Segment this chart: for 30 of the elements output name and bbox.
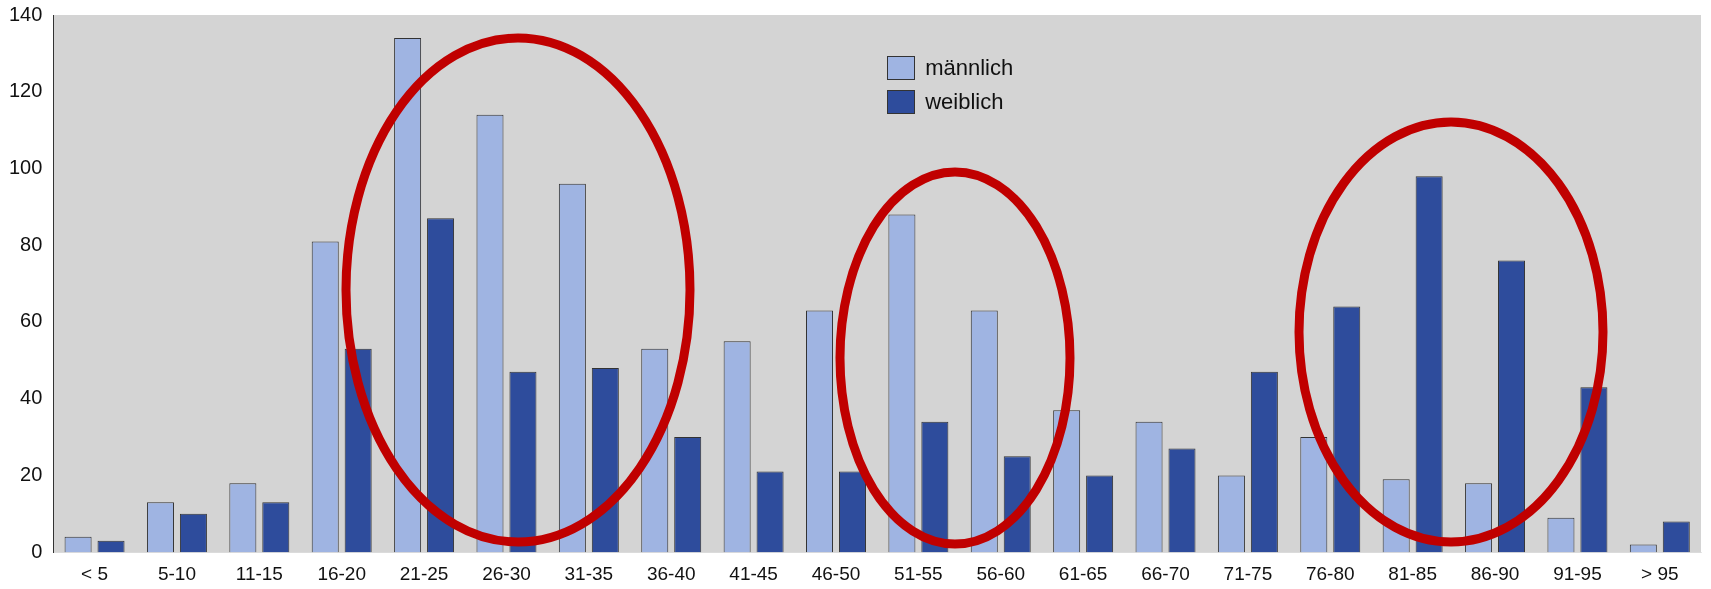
x-tick-label: < 5 [81, 562, 109, 584]
x-tick-label: 56-60 [976, 562, 1026, 584]
x-tick-label: 41-45 [729, 562, 778, 584]
x-tick-label: 66-70 [1141, 562, 1190, 584]
x-tick-label: > 95 [1641, 562, 1679, 584]
x-tick-label: 86-90 [1470, 562, 1520, 584]
legend-label: weiblich [925, 89, 1004, 115]
y-tick-label: 0 [31, 539, 43, 562]
y-tick-label: 60 [20, 309, 43, 332]
y-tick-label: 100 [8, 156, 43, 178]
legend-label: männlich [925, 55, 1014, 81]
x-tick-label: 11-15 [235, 562, 283, 584]
x-tick-label: 5-10 [157, 562, 196, 584]
x-tick-label: 51-55 [894, 562, 943, 584]
y-tick-label: 120 [8, 79, 43, 102]
x-tick-label: 36-40 [646, 562, 696, 584]
x-tick-label: 46-50 [811, 562, 861, 584]
x-tick-label: 16-20 [317, 562, 367, 584]
y-tick-label: 20 [20, 462, 43, 485]
x-tick-label: 71-75 [1223, 562, 1273, 584]
x-tick-label: 21-25 [399, 562, 449, 584]
x-tick-label: 76-80 [1305, 562, 1355, 584]
x-tick-label: 91-95 [1553, 562, 1602, 584]
x-tick-label: 81-85 [1388, 562, 1437, 584]
x-tick-label: 61-65 [1058, 562, 1108, 584]
x-tick-label: 31-35 [564, 562, 614, 584]
x-tick-label: 26-30 [482, 562, 531, 584]
y-tick-label: 80 [20, 232, 43, 255]
y-tick-label: 40 [20, 386, 43, 409]
y-tick-label: 140 [8, 2, 43, 25]
